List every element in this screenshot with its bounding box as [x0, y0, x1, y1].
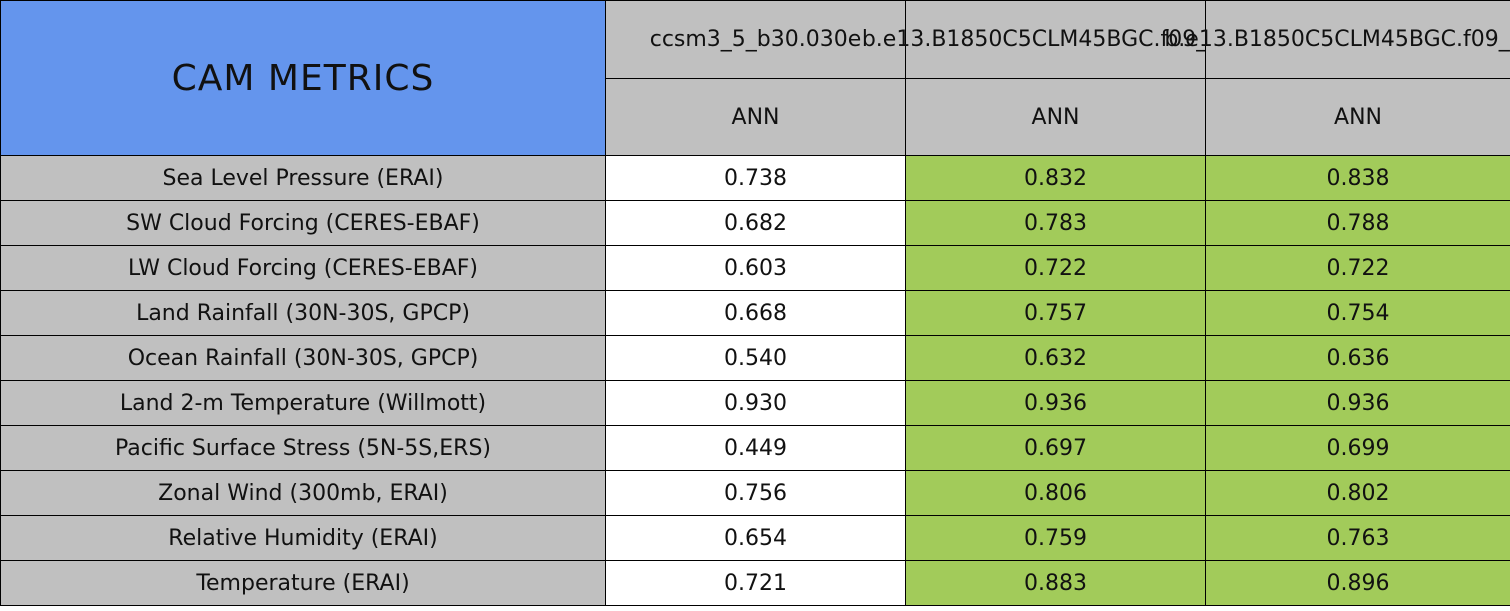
metric-value: 0.636 [1205, 335, 1510, 381]
metric-value: 0.699 [1205, 425, 1510, 471]
metric-value: 0.668 [605, 290, 906, 336]
column-header: b.e13.B1850C5CLM45BGC.f09_g16 [1164, 0, 1510, 79]
column-header: b.e13.B1850C5CLM45BGC.f09_g16 [862, 0, 1249, 79]
metric-value: 0.722 [1205, 245, 1510, 291]
metric-value: 0.763 [1205, 515, 1510, 561]
row-label: Temperature (ERAI) [0, 560, 606, 606]
row-label: Ocean Rainfall (30N-30S, GPCP) [0, 335, 606, 381]
metric-value: 0.883 [905, 560, 1206, 606]
metric-value: 0.757 [905, 290, 1206, 336]
row-label: Zonal Wind (300mb, ERAI) [0, 470, 606, 516]
metric-value: 0.738 [605, 155, 906, 201]
metric-value: 0.832 [905, 155, 1206, 201]
period-header: ANN [905, 78, 1206, 156]
row-label: LW Cloud Forcing (CERES-EBAF) [0, 245, 606, 291]
metric-value: 0.754 [1205, 290, 1510, 336]
metric-value: 0.806 [905, 470, 1206, 516]
title-cell: CAM METRICS [0, 0, 606, 156]
period-header: ANN [1205, 78, 1510, 156]
metric-value: 0.449 [605, 425, 906, 471]
row-label: Land Rainfall (30N-30S, GPCP) [0, 290, 606, 336]
metric-value: 0.802 [1205, 470, 1510, 516]
row-label: Relative Humidity (ERAI) [0, 515, 606, 561]
metric-value: 0.632 [905, 335, 1206, 381]
metric-value: 0.540 [605, 335, 906, 381]
metric-value: 0.721 [605, 560, 906, 606]
metric-value: 0.788 [1205, 200, 1510, 246]
metric-value: 0.838 [1205, 155, 1510, 201]
period-header: ANN [605, 78, 906, 156]
metric-value: 0.756 [605, 470, 906, 516]
metric-value: 0.896 [1205, 560, 1510, 606]
row-label: Land 2-m Temperature (Willmott) [0, 380, 606, 426]
row-label: Pacific Surface Stress (5N-5S,ERS) [0, 425, 606, 471]
metric-value: 0.783 [905, 200, 1206, 246]
metric-value: 0.682 [605, 200, 906, 246]
row-label: SW Cloud Forcing (CERES-EBAF) [0, 200, 606, 246]
metric-value: 0.697 [905, 425, 1206, 471]
metric-value: 0.936 [905, 380, 1206, 426]
metric-value: 0.930 [605, 380, 906, 426]
metric-value: 0.722 [905, 245, 1206, 291]
metric-value: 0.759 [905, 515, 1206, 561]
metric-value: 0.654 [605, 515, 906, 561]
row-label: Sea Level Pressure (ERAI) [0, 155, 606, 201]
metric-value: 0.603 [605, 245, 906, 291]
column-header: ccsm3_5_b30.030e [605, 0, 906, 79]
metric-value: 0.936 [1205, 380, 1510, 426]
